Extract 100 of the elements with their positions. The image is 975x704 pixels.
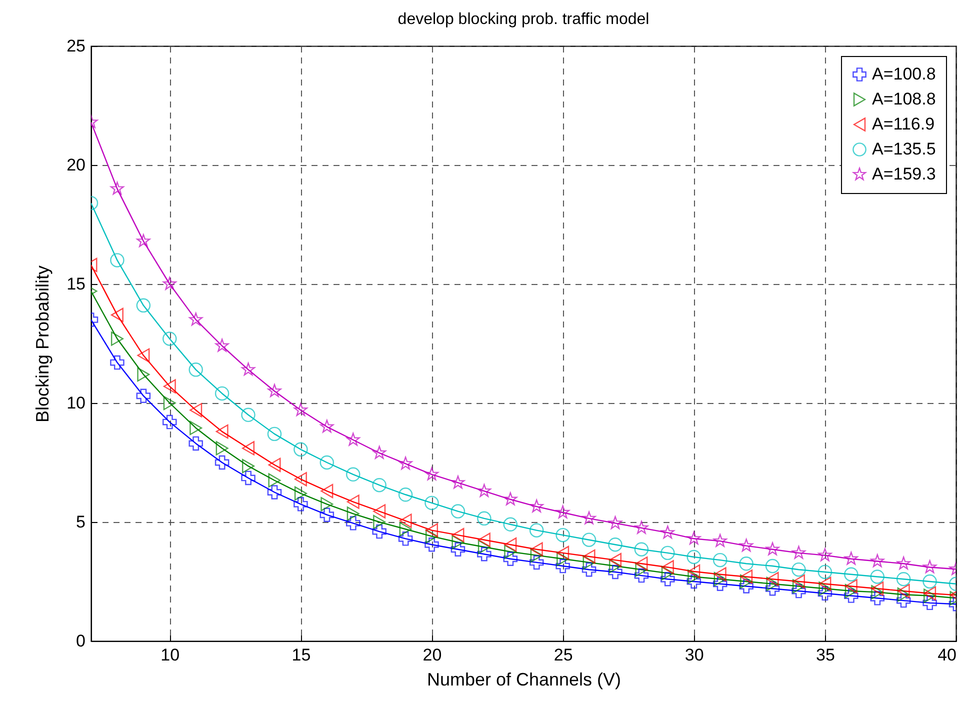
point (765, 558, 780, 574)
point (688, 570, 700, 584)
point (137, 348, 150, 363)
point (503, 517, 518, 532)
point (870, 591, 884, 606)
point (922, 596, 937, 610)
point (714, 567, 726, 582)
point (188, 436, 203, 451)
point (504, 492, 518, 506)
point (372, 446, 386, 459)
point (556, 552, 570, 566)
point (190, 403, 202, 418)
point (608, 558, 622, 574)
point (424, 537, 439, 552)
point (818, 576, 832, 591)
point (556, 546, 570, 560)
point (398, 488, 413, 502)
point (398, 532, 413, 546)
point (346, 432, 360, 446)
x-tick-label: 30 (684, 646, 704, 664)
point (399, 514, 412, 528)
point (320, 420, 334, 433)
point (529, 555, 544, 570)
point (452, 528, 464, 542)
point (660, 546, 675, 560)
point (477, 511, 492, 526)
point (871, 582, 884, 596)
point (634, 520, 648, 534)
y-tick-label: 25 (66, 36, 86, 56)
point (712, 552, 728, 568)
point (189, 312, 203, 326)
point (896, 593, 911, 608)
point (766, 572, 779, 586)
x-tick-label: 40 (938, 646, 956, 664)
point (136, 388, 151, 403)
point (687, 532, 701, 545)
point (792, 579, 805, 594)
legend-label: A=159.3 (872, 164, 936, 184)
point (844, 552, 858, 565)
y-tick-label: 15 (66, 274, 86, 294)
point (216, 424, 228, 439)
point (556, 505, 570, 518)
point (320, 508, 334, 522)
point (373, 504, 386, 518)
point (608, 552, 622, 568)
point (162, 276, 176, 290)
y-tick-label: 0 (76, 632, 86, 650)
chart-title: develop blocking prob. traffic model (398, 11, 650, 28)
point (660, 526, 674, 539)
point (504, 537, 517, 552)
point (137, 367, 150, 382)
point (452, 535, 464, 550)
point (346, 467, 360, 482)
point (110, 308, 124, 322)
point (320, 497, 334, 512)
point (870, 554, 884, 568)
point (688, 564, 700, 579)
point (188, 362, 203, 377)
point (398, 456, 412, 470)
point (110, 253, 124, 268)
point (372, 524, 386, 539)
point (241, 362, 256, 376)
point (713, 534, 727, 547)
point (897, 587, 910, 602)
point (320, 455, 334, 470)
point (424, 496, 439, 510)
point (399, 522, 412, 536)
point (320, 484, 334, 498)
point (740, 538, 754, 552)
point (870, 570, 884, 584)
point (739, 579, 754, 594)
point (739, 556, 754, 571)
point (214, 455, 230, 470)
point (792, 584, 806, 598)
point (635, 562, 648, 577)
point (556, 558, 570, 574)
point (242, 458, 255, 474)
point (686, 550, 701, 564)
point (582, 562, 596, 577)
point (844, 579, 858, 594)
point (267, 426, 282, 442)
point (424, 467, 439, 480)
point (294, 403, 308, 416)
point (215, 338, 229, 352)
y-tick-label: 10 (66, 394, 86, 412)
point (660, 572, 675, 586)
point (896, 556, 910, 570)
point (241, 408, 256, 422)
point (294, 472, 307, 486)
point (294, 497, 308, 512)
point (268, 473, 281, 488)
point (214, 386, 230, 401)
point (478, 540, 490, 554)
point (582, 532, 596, 547)
point (530, 542, 543, 556)
point (608, 564, 622, 580)
point (635, 556, 648, 571)
point (740, 570, 753, 584)
x-tick-label: 35 (816, 646, 835, 664)
point (294, 486, 307, 501)
